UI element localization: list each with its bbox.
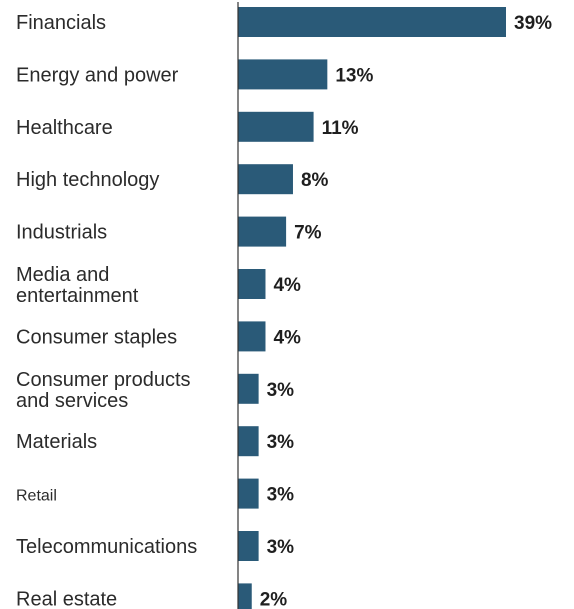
value-label-7: 3% — [267, 380, 295, 401]
category-label-6: Consumer staples — [16, 326, 177, 348]
bar-0 — [238, 7, 506, 37]
value-label-8: 3% — [267, 432, 295, 453]
value-label-9: 3% — [267, 485, 295, 506]
value-label-11: 2% — [260, 589, 288, 609]
value-labels-group: 39% 13% 11% 8% 7% 4% 4% 3% 3% 3% 3% 2% — [260, 13, 552, 609]
bar-1 — [238, 59, 328, 90]
category-label-3: High technology — [16, 169, 159, 191]
category-label-8: Materials — [16, 431, 97, 453]
value-label-6: 4% — [273, 327, 301, 348]
bar-5 — [238, 269, 266, 299]
value-label-10: 3% — [267, 537, 295, 558]
bar-6 — [238, 321, 266, 352]
value-label-4: 7% — [294, 223, 322, 244]
category-label-11: Real estate — [16, 588, 117, 609]
category-label-1: Energy and power — [16, 64, 179, 86]
bar-8 — [238, 426, 259, 457]
value-label-2: 11% — [322, 118, 359, 139]
bar-10 — [238, 531, 259, 561]
bar-11 — [238, 583, 252, 609]
category-label-0: Financials — [16, 12, 106, 34]
value-label-3: 8% — [301, 170, 329, 191]
bar-7 — [238, 373, 259, 404]
value-label-0: 39% — [514, 13, 552, 34]
bar-4 — [238, 216, 287, 247]
value-label-1: 13% — [335, 65, 373, 86]
category-label-7: Consumer products and services — [16, 369, 191, 412]
bars-group — [238, 7, 506, 609]
category-labels-group: Financials Energy and power Healthcare High… — [16, 12, 197, 609]
value-label-5: 4% — [273, 275, 301, 296]
bar-3 — [238, 164, 293, 195]
bar-9 — [238, 478, 259, 509]
category-label-4: Industrials — [16, 222, 107, 244]
category-label-2: Healthcare — [16, 117, 113, 139]
category-label-5: Media and entertainment — [16, 264, 139, 307]
bar-2 — [238, 111, 314, 142]
category-label-9: Retail — [16, 488, 57, 505]
category-label-10: Telecommunications — [16, 536, 197, 558]
